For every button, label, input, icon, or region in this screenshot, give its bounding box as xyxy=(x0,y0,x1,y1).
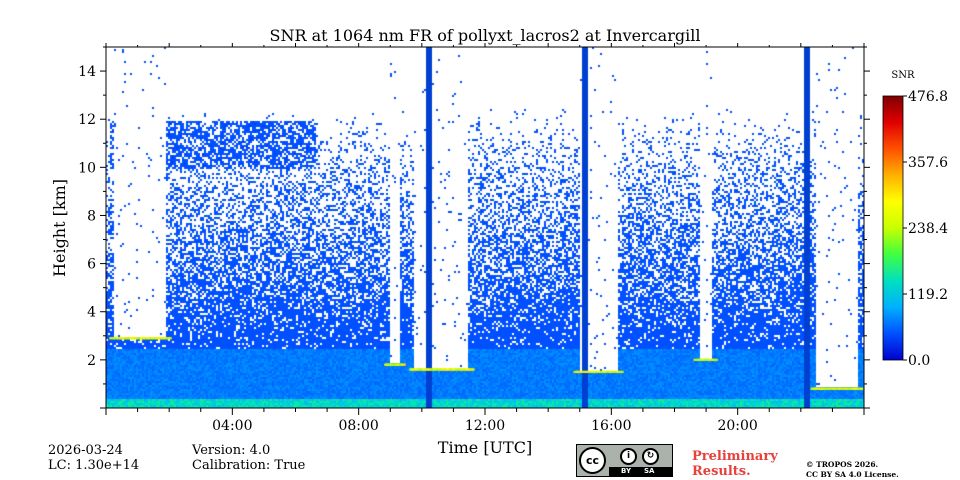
plot-area xyxy=(106,47,864,408)
preliminary-notice: Preliminary Results. xyxy=(692,449,778,479)
footer-calibration: Calibration: True xyxy=(192,458,306,473)
y-tick-label: 14 xyxy=(78,64,96,80)
footer-date: 2026-03-24 xyxy=(48,443,123,458)
y-tick-label: 8 xyxy=(87,208,96,224)
x-tick-label: 08:00 xyxy=(338,418,378,434)
share-alike-icon: ↻ xyxy=(642,448,659,465)
y-axis-label: Height [km] xyxy=(50,179,69,277)
x-tick-label: 04:00 xyxy=(212,418,252,434)
copyright-line1: © TROPOS 2026. xyxy=(806,460,879,469)
colorbar-tick-label: 238.4 xyxy=(908,221,948,237)
snr-heatmap xyxy=(106,47,864,408)
license-sa: SA xyxy=(644,467,655,475)
colorbar-tick-label: 357.6 xyxy=(908,155,948,171)
y-axis: 2 4 6 8 10 12 14 xyxy=(78,46,870,409)
copyright-line2: CC BY SA 4.0 License. xyxy=(806,470,899,479)
preliminary-line1: Preliminary xyxy=(692,449,778,464)
license-strip: BY SA xyxy=(609,467,672,476)
colorbar-tick-label: 476.8 xyxy=(908,89,948,105)
colorbar-tick-label: 0.0 xyxy=(908,353,930,369)
copyright: © TROPOS 2026. CC BY SA 4.0 License. xyxy=(806,460,899,480)
y-tick-label: 12 xyxy=(78,112,96,128)
license-by: BY xyxy=(621,467,632,475)
chart-title: SNR at 1064 nm FR of pollyxt_lacros2 at … xyxy=(270,26,701,45)
y-tick-label: 6 xyxy=(87,257,96,273)
footer-version: Version: 4.0 xyxy=(192,443,271,458)
y-tick-label: 10 xyxy=(78,160,96,176)
colorbar-label: SNR xyxy=(891,70,915,81)
cc-license-badge: cc i ↻ BY SA xyxy=(576,444,673,477)
x-axis: 04:00 08:00 12:00 16:00 20:00 xyxy=(105,43,865,434)
preliminary-line2: Results. xyxy=(692,464,751,479)
y-tick-label: 4 xyxy=(87,305,96,321)
x-tick-label: 16:00 xyxy=(591,418,631,434)
footer-lc: LC: 1.30e+14 xyxy=(48,458,140,473)
x-tick-label: 12:00 xyxy=(465,418,505,434)
x-axis-label: Time [UTC] xyxy=(438,438,532,457)
x-tick-label: 20:00 xyxy=(717,418,757,434)
attribution-icon: i xyxy=(620,448,637,465)
colorbar-gradient xyxy=(882,95,904,361)
colorbar-ticks: 0.0 119.2 238.4 357.6 476.8 xyxy=(903,89,948,369)
y-tick-label: 2 xyxy=(87,353,96,369)
cc-icon: cc xyxy=(579,447,606,474)
colorbar: SNR 0.0 119.2 238.4 357.6 476.8 xyxy=(882,70,948,369)
colorbar-tick-label: 119.2 xyxy=(908,287,948,303)
